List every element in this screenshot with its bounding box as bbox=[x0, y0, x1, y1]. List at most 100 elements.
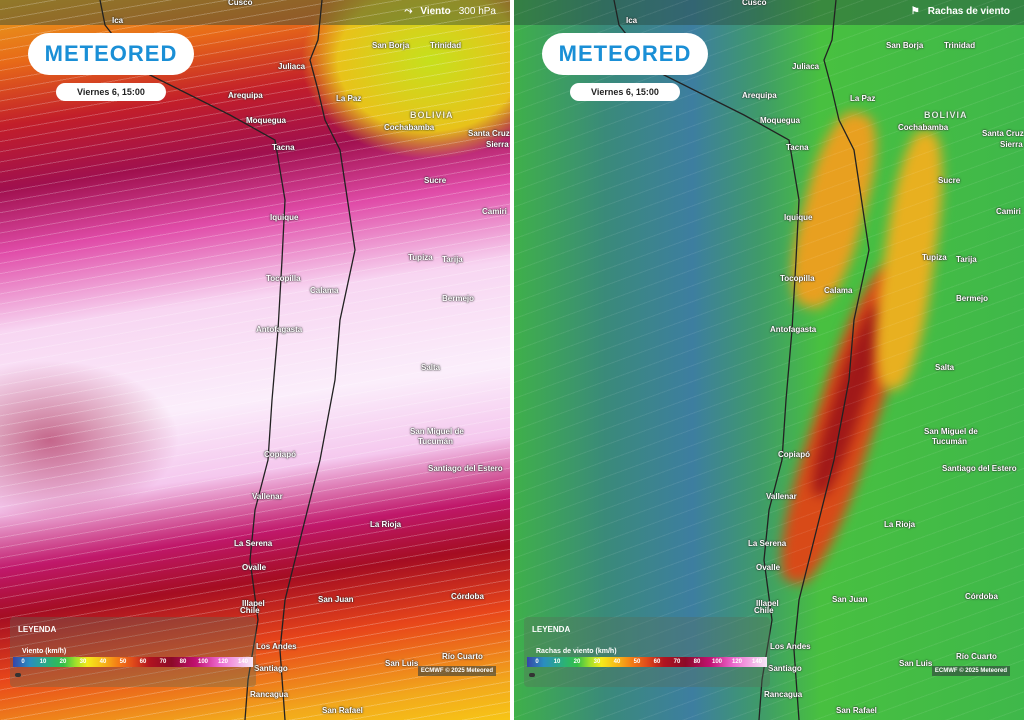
city-label: San Juan bbox=[832, 595, 868, 604]
divider bbox=[510, 0, 514, 720]
city-label: Córdoba bbox=[451, 592, 484, 601]
legend-toggle-icon[interactable] bbox=[529, 673, 535, 677]
city-label: La Serena bbox=[748, 539, 787, 548]
city-label: Río Cuarto bbox=[442, 652, 483, 661]
city-label: Salta bbox=[421, 363, 441, 372]
city-label: Cusco bbox=[228, 0, 253, 7]
city-label: Tacna bbox=[272, 143, 295, 152]
city-label: Iquique bbox=[784, 213, 813, 222]
city-label: Juliaca bbox=[792, 62, 820, 71]
city-label: La Rioja bbox=[370, 520, 402, 529]
scale-tick: 100 bbox=[197, 659, 208, 665]
wind-icon: ⤳ bbox=[404, 6, 413, 17]
layer-name: Rachas de viento bbox=[927, 6, 1010, 17]
legend-title: LEYENDA bbox=[18, 625, 57, 634]
city-label: San Miguel de bbox=[924, 427, 978, 436]
city-label: Moquegua bbox=[760, 116, 800, 125]
city-label: Cochabamba bbox=[898, 123, 949, 132]
city-label: BOLIVIA bbox=[410, 110, 454, 120]
city-label: Los Andes bbox=[256, 642, 297, 651]
city-label: San Rafael bbox=[836, 706, 877, 715]
city-label: Ovalle bbox=[242, 563, 267, 572]
copyright: ECMWF © 2025 Meteored bbox=[931, 666, 1010, 676]
layer-header[interactable]: ⚑ Rachas de viento bbox=[911, 6, 1010, 17]
city-label: San Luis bbox=[899, 659, 933, 668]
layer-header[interactable]: ⤳ Viento 300 hPa bbox=[404, 6, 496, 17]
color-scale: 0 10 20 30 40 50 60 70 80 100 120 140 bbox=[527, 657, 767, 667]
city-label: Santiago del Estero bbox=[428, 464, 503, 473]
city-label: Antofagasta bbox=[770, 325, 817, 334]
city-label: Copiapó bbox=[778, 450, 810, 459]
scale-tick: 70 bbox=[673, 659, 681, 665]
city-label: La Rioja bbox=[884, 520, 916, 529]
city-label: San Luis bbox=[385, 659, 419, 668]
scale-tick: 100 bbox=[711, 659, 722, 665]
city-label: Illapel bbox=[756, 599, 779, 608]
wind-300hpa-map[interactable]: Ica Cusco San Borja Trinidad Juliaca Arequipa… bbox=[0, 0, 510, 720]
city-label: Río Cuarto bbox=[956, 652, 997, 661]
city-label: Vallenar bbox=[252, 492, 283, 501]
forecast-time[interactable]: Viernes 6, 15:00 bbox=[570, 83, 680, 101]
city-label: Salta bbox=[935, 363, 955, 372]
city-label: Rancagua bbox=[250, 690, 289, 699]
city-label: San Borja bbox=[372, 41, 410, 50]
city-label: Córdoba bbox=[965, 592, 998, 601]
scale-tick: 60 bbox=[139, 659, 147, 665]
scale-tick: 80 bbox=[179, 659, 187, 665]
scale-tick: 50 bbox=[119, 659, 127, 665]
scale-tick: 0 bbox=[535, 659, 539, 665]
wind-gust-map[interactable]: Ica Cusco San Borja Trinidad Juliaca Arequipa… bbox=[514, 0, 1024, 720]
meteored-logo: METEORED bbox=[542, 33, 708, 75]
city-label: Antofagasta bbox=[256, 325, 303, 334]
city-label: Camiri bbox=[482, 207, 507, 216]
scale-tick: 70 bbox=[159, 659, 167, 665]
city-label: Ica bbox=[626, 16, 638, 25]
city-label: Los Andes bbox=[770, 642, 811, 651]
city-label: Trinidad bbox=[430, 41, 462, 50]
city-label: Santa Cruz bbox=[982, 129, 1024, 138]
legend-toggle-icon[interactable] bbox=[15, 673, 21, 677]
city-label: Sierra bbox=[486, 140, 509, 149]
top-band bbox=[0, 0, 510, 25]
scale-tick: 30 bbox=[79, 659, 87, 665]
forecast-time[interactable]: Viernes 6, 15:00 bbox=[56, 83, 166, 101]
city-label: San Rafael bbox=[322, 706, 363, 715]
city-label: Arequipa bbox=[742, 91, 777, 100]
city-label: Santiago del Estero bbox=[942, 464, 1017, 473]
legend: LEYENDA Rachas de viento (km/h) 0 10 20 30 4… bbox=[524, 617, 770, 687]
scale-tick: 20 bbox=[573, 659, 581, 665]
city-label: Arequipa bbox=[228, 91, 263, 100]
city-label: Calama bbox=[310, 286, 339, 295]
city-label: Copiapó bbox=[264, 450, 296, 459]
city-label: Ica bbox=[112, 16, 124, 25]
scale-tick: 60 bbox=[653, 659, 661, 665]
city-label: La Paz bbox=[850, 94, 876, 103]
city-label: Iquique bbox=[270, 213, 299, 222]
city-label: Tucumán bbox=[418, 437, 453, 446]
city-label: Bermejo bbox=[956, 294, 989, 303]
city-label: Calama bbox=[824, 286, 853, 295]
city-label: Camiri bbox=[996, 207, 1021, 216]
city-label: Tarija bbox=[442, 255, 463, 264]
legend-unit: Rachas de viento (km/h) bbox=[536, 648, 617, 655]
scale-tick: 0 bbox=[21, 659, 25, 665]
city-label: Tacna bbox=[786, 143, 809, 152]
city-label: San Miguel de bbox=[410, 427, 464, 436]
city-label: Ovalle bbox=[756, 563, 781, 572]
city-label: Santiago bbox=[768, 664, 802, 673]
city-label: La Serena bbox=[234, 539, 273, 548]
city-label: Tocopilla bbox=[780, 274, 815, 283]
city-label: Tucumán bbox=[932, 437, 967, 446]
scale-tick: 40 bbox=[613, 659, 621, 665]
scale-tick: 140 bbox=[237, 659, 248, 665]
layer-name: Viento bbox=[420, 6, 451, 17]
scale-tick: 50 bbox=[633, 659, 641, 665]
city-label: Santiago bbox=[254, 664, 288, 673]
city-label: Santa Cruz bbox=[468, 129, 510, 138]
city-label: Tarija bbox=[956, 255, 977, 264]
city-label: Trinidad bbox=[944, 41, 976, 50]
city-label: Cochabamba bbox=[384, 123, 435, 132]
copyright: ECMWF © 2025 Meteored bbox=[417, 666, 496, 676]
city-label: Tocopilla bbox=[266, 274, 301, 283]
legend: LEYENDA Viento (km/h) 0 10 20 30 40 50 60 70 80 1… bbox=[10, 617, 256, 687]
